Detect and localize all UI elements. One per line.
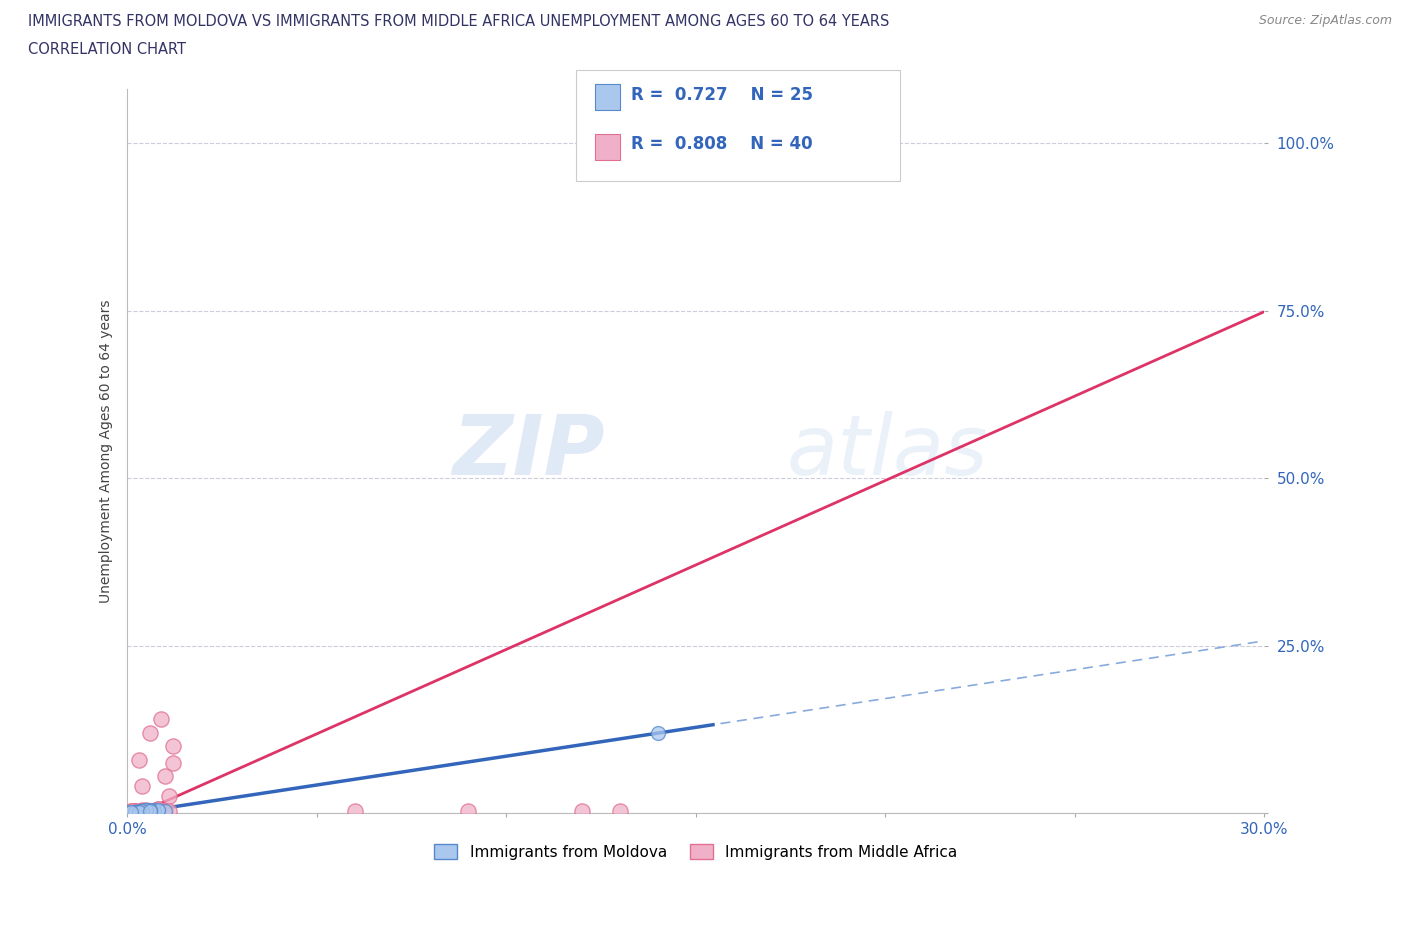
Point — [153, 804, 176, 818]
Text: IMMIGRANTS FROM MOLDOVA VS IMMIGRANTS FROM MIDDLE AFRICA UNEMPLOYMENT AMONG AGES: IMMIGRANTS FROM MOLDOVA VS IMMIGRANTS FR… — [28, 14, 890, 29]
Point — [128, 752, 150, 767]
Point — [162, 755, 184, 770]
Point — [875, 136, 897, 151]
Point — [124, 804, 146, 818]
Point — [142, 803, 165, 817]
Point — [131, 779, 153, 794]
Point — [142, 804, 165, 818]
Point — [128, 804, 150, 819]
Point — [135, 804, 157, 818]
Point — [135, 804, 157, 818]
Point — [124, 804, 146, 818]
Point — [150, 711, 173, 726]
Point — [139, 725, 162, 740]
Text: R =  0.727    N = 25: R = 0.727 N = 25 — [631, 86, 813, 104]
Point — [135, 804, 157, 818]
Point — [157, 804, 180, 818]
Point — [457, 804, 479, 818]
Point — [571, 804, 593, 818]
Point — [146, 803, 169, 817]
Point — [131, 804, 153, 818]
Text: atlas: atlas — [787, 411, 988, 492]
Point — [135, 804, 157, 818]
Point — [146, 803, 169, 817]
Point — [146, 802, 169, 817]
Point — [142, 804, 165, 818]
Legend: Immigrants from Moldova, Immigrants from Middle Africa: Immigrants from Moldova, Immigrants from… — [434, 844, 957, 859]
Point — [139, 804, 162, 818]
Point — [609, 804, 631, 818]
Point — [120, 804, 142, 818]
Point — [124, 804, 146, 819]
Text: Source: ZipAtlas.com: Source: ZipAtlas.com — [1258, 14, 1392, 27]
Point — [146, 804, 169, 818]
Point — [124, 804, 146, 818]
Point — [131, 804, 153, 818]
Point — [343, 804, 366, 818]
Text: R =  0.808    N = 40: R = 0.808 N = 40 — [631, 135, 813, 153]
Point — [131, 804, 153, 818]
Point — [153, 804, 176, 818]
Point — [142, 804, 165, 818]
Point — [157, 789, 180, 804]
Point — [120, 804, 142, 818]
Point — [128, 804, 150, 819]
Point — [162, 738, 184, 753]
Point — [135, 803, 157, 817]
Point — [131, 804, 153, 818]
Point — [135, 803, 157, 817]
Point — [153, 769, 176, 784]
Point — [131, 804, 153, 818]
Point — [120, 805, 142, 820]
Point — [117, 804, 139, 819]
Point — [647, 725, 669, 740]
Point — [142, 804, 165, 818]
Point — [124, 804, 146, 819]
Point — [146, 804, 169, 818]
Point — [131, 804, 153, 818]
Point — [131, 803, 153, 817]
Point — [146, 802, 169, 817]
Text: ZIP: ZIP — [453, 411, 605, 492]
Point — [142, 804, 165, 818]
Point — [124, 804, 146, 818]
Point — [128, 804, 150, 819]
Point — [131, 804, 153, 818]
Point — [128, 804, 150, 819]
Point — [128, 804, 150, 818]
Point — [135, 803, 157, 817]
Point — [131, 804, 153, 818]
Point — [150, 804, 173, 818]
Y-axis label: Unemployment Among Ages 60 to 64 years: Unemployment Among Ages 60 to 64 years — [100, 299, 114, 603]
Point — [139, 803, 162, 817]
Point — [135, 804, 157, 819]
Point — [139, 804, 162, 818]
Text: CORRELATION CHART: CORRELATION CHART — [28, 42, 186, 57]
